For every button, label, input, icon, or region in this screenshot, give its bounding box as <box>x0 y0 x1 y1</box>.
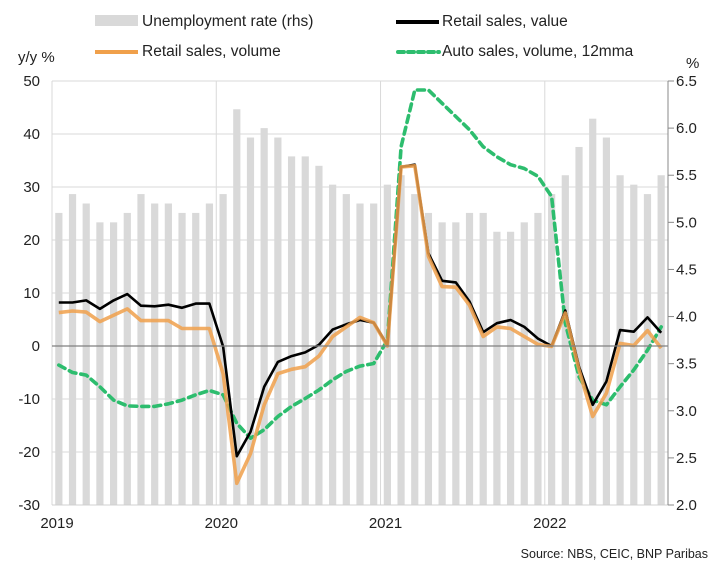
x-tick-label: 2020 <box>205 515 238 532</box>
bar-unemployment <box>465 212 474 505</box>
legend-label-retail-value: Retail sales, value <box>442 13 568 30</box>
series-lines <box>56 88 664 486</box>
axes: 50 40 30 20 10 0 -10 -20 -30 6.5 6.0 5.5 5.0 4.5 4.0 3.… <box>18 73 697 532</box>
right-tick-label: 5.0 <box>676 214 697 231</box>
bar-unemployment <box>370 203 378 505</box>
bar-unemployment <box>602 137 610 506</box>
bar-unemployment <box>520 222 528 506</box>
right-tick-label: 2.0 <box>676 497 697 514</box>
right-tick-label: 6.5 <box>676 73 697 90</box>
left-tick-label: 50 <box>23 73 40 90</box>
bar-unemployment <box>151 203 159 505</box>
right-tick-label: 5.5 <box>676 167 697 184</box>
legend-swatch-unemployment <box>95 15 138 26</box>
bar-unemployment <box>506 231 515 505</box>
bar-unemployment <box>123 212 131 505</box>
right-tick-label: 6.0 <box>676 120 697 137</box>
bar-unemployment <box>205 203 214 505</box>
bar-unemployment <box>68 194 77 506</box>
source-note: Source: NBS, CEIC, BNP Paribas <box>521 547 708 561</box>
legend-label-unemployment: Unemployment rate (rhs) <box>142 13 313 30</box>
bar-unemployment <box>137 194 145 506</box>
bar-unemployment <box>246 137 255 506</box>
bar-unemployment <box>329 184 337 505</box>
bar-unemployment <box>616 175 624 505</box>
line-auto-sales-volume-12mma <box>56 88 664 441</box>
left-tick-label: 40 <box>23 126 40 143</box>
bar-unemployment <box>561 175 569 505</box>
bar-unemployment <box>397 175 405 505</box>
right-tick-label: 3.5 <box>676 356 697 373</box>
bar-unemployment <box>534 212 542 505</box>
bar-unemployment <box>82 203 90 505</box>
bar-unemployment <box>424 212 433 505</box>
bar-unemployment <box>479 212 487 505</box>
legend: Unemployment rate (rhs) Retail sales, va… <box>95 13 634 60</box>
bar-unemployment <box>315 165 323 506</box>
left-tick-label: 10 <box>23 285 40 302</box>
left-tick-label: -30 <box>18 497 40 514</box>
bar-unemployment <box>110 222 118 506</box>
bar-unemployment <box>452 222 460 506</box>
bar-unemployment <box>657 175 665 505</box>
left-axis-label: y/y % <box>18 49 55 66</box>
bar-unemployment <box>260 128 268 505</box>
bar-unemployment <box>301 156 309 505</box>
bar-unemployment <box>164 203 172 505</box>
right-tick-label: 4.0 <box>676 309 697 326</box>
bar-unemployment <box>274 137 282 506</box>
bar-unemployment <box>589 118 597 505</box>
bar-unemployment <box>192 212 200 505</box>
left-tick-label: 30 <box>23 179 40 196</box>
bar-unemployment <box>356 203 364 505</box>
right-axis-label: % <box>686 55 699 72</box>
x-tick-label: 2022 <box>533 515 566 532</box>
right-tick-label: 2.5 <box>676 450 697 467</box>
x-tick-label: 2019 <box>40 515 73 532</box>
bar-unemployment <box>493 231 501 505</box>
bar-unemployment <box>178 212 186 505</box>
bar-unemployment <box>96 222 104 506</box>
bar-unemployment <box>411 194 419 506</box>
bar-unemployment <box>438 222 446 506</box>
line-retail-sales-volume <box>58 164 663 486</box>
left-tick-label: -20 <box>18 444 40 461</box>
right-tick-label: 4.5 <box>676 261 697 278</box>
bar-unemployment <box>287 156 296 505</box>
legend-label-auto-sales: Auto sales, volume, 12mma <box>442 43 634 60</box>
left-tick-label: -10 <box>18 391 40 408</box>
bar-unemployment <box>342 194 350 506</box>
right-tick-label: 3.0 <box>676 403 697 420</box>
legend-label-retail-volume: Retail sales, volume <box>142 43 281 60</box>
bar-unemployment <box>575 146 583 505</box>
left-tick-label: 0 <box>32 338 40 355</box>
bar-unemployment <box>548 194 556 506</box>
bar-unemployment <box>233 109 241 506</box>
left-tick-label: 20 <box>23 232 40 249</box>
x-tick-label: 2021 <box>369 515 402 532</box>
bar-unemployment <box>55 212 63 505</box>
